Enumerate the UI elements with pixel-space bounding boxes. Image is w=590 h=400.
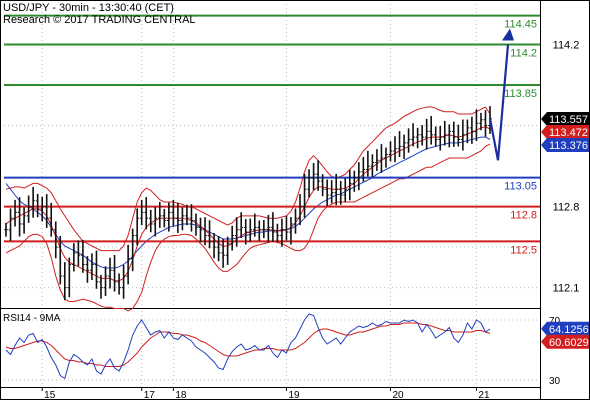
- rsi-line: [5, 313, 491, 380]
- bollinger-lower: [5, 143, 491, 312]
- price-box-current-text: 113.557: [549, 114, 588, 126]
- level-label-112.5: 112.5: [510, 244, 537, 256]
- forecast-arrowhead: [502, 28, 514, 41]
- bollinger-upper: [5, 106, 491, 252]
- forecast-line: [488, 44, 510, 161]
- price-box-blue-text: 113.376: [549, 140, 588, 152]
- x-tick-label: 15: [44, 390, 56, 400]
- forecast-path: [488, 28, 514, 161]
- level-label-114.2: 114.2: [510, 48, 537, 60]
- y-tick-label: 112.1: [553, 283, 580, 295]
- price-box-blue-bg: [541, 137, 589, 152]
- x-tick-label: 18: [175, 390, 187, 400]
- rsi-box-red-bg: [541, 334, 589, 349]
- axis-labels: 112.1 112.8 114.2 70 30 15 17 18 19 20 21: [44, 40, 579, 400]
- rsi-box-blue-bg: [541, 321, 589, 336]
- level-label-112.8: 112.8: [510, 210, 537, 222]
- pivot-levels: 114.45 114.2 113.85 113.05 112.8 112.5: [4, 14, 540, 256]
- rsi-box-red-text: 60.6029: [549, 337, 589, 349]
- rsi-ma-line: [5, 322, 491, 367]
- rsi-panel: RSI14 - 9MA: [3, 313, 491, 380]
- y-tick-label: 112.8: [553, 202, 580, 214]
- level-label-114.45: 114.45: [504, 19, 537, 31]
- grid-lines: [4, 4, 540, 391]
- level-label-113.85: 113.85: [504, 88, 537, 100]
- bollinger-bands: [5, 106, 491, 312]
- price-box-current-bg: [541, 111, 589, 126]
- x-tick-label: 21: [478, 390, 490, 400]
- level-label-113.05: 113.05: [504, 181, 537, 193]
- rsi-title: RSI14 - 9MA: [3, 313, 61, 324]
- chart-copyright: Research © 2017 TRADING CENTRAL: [3, 14, 196, 26]
- price-box-red-bg: [541, 124, 589, 139]
- price-box-red-text: 113.472: [549, 127, 588, 139]
- chart-title: USD/JPY - 30min - 13:30:40 (CET): [3, 2, 174, 14]
- price-series: [4, 106, 492, 301]
- rsi-y-tick-label: 70: [549, 316, 561, 327]
- y-tick-label: 114.2: [553, 40, 580, 52]
- x-tick-label: 17: [144, 390, 156, 400]
- rsi-y-tick-label: 30: [549, 376, 561, 387]
- x-tick-label: 19: [288, 390, 300, 400]
- rsi-box-blue-text: 64.1256: [549, 324, 589, 336]
- x-tick-label: 20: [392, 390, 404, 400]
